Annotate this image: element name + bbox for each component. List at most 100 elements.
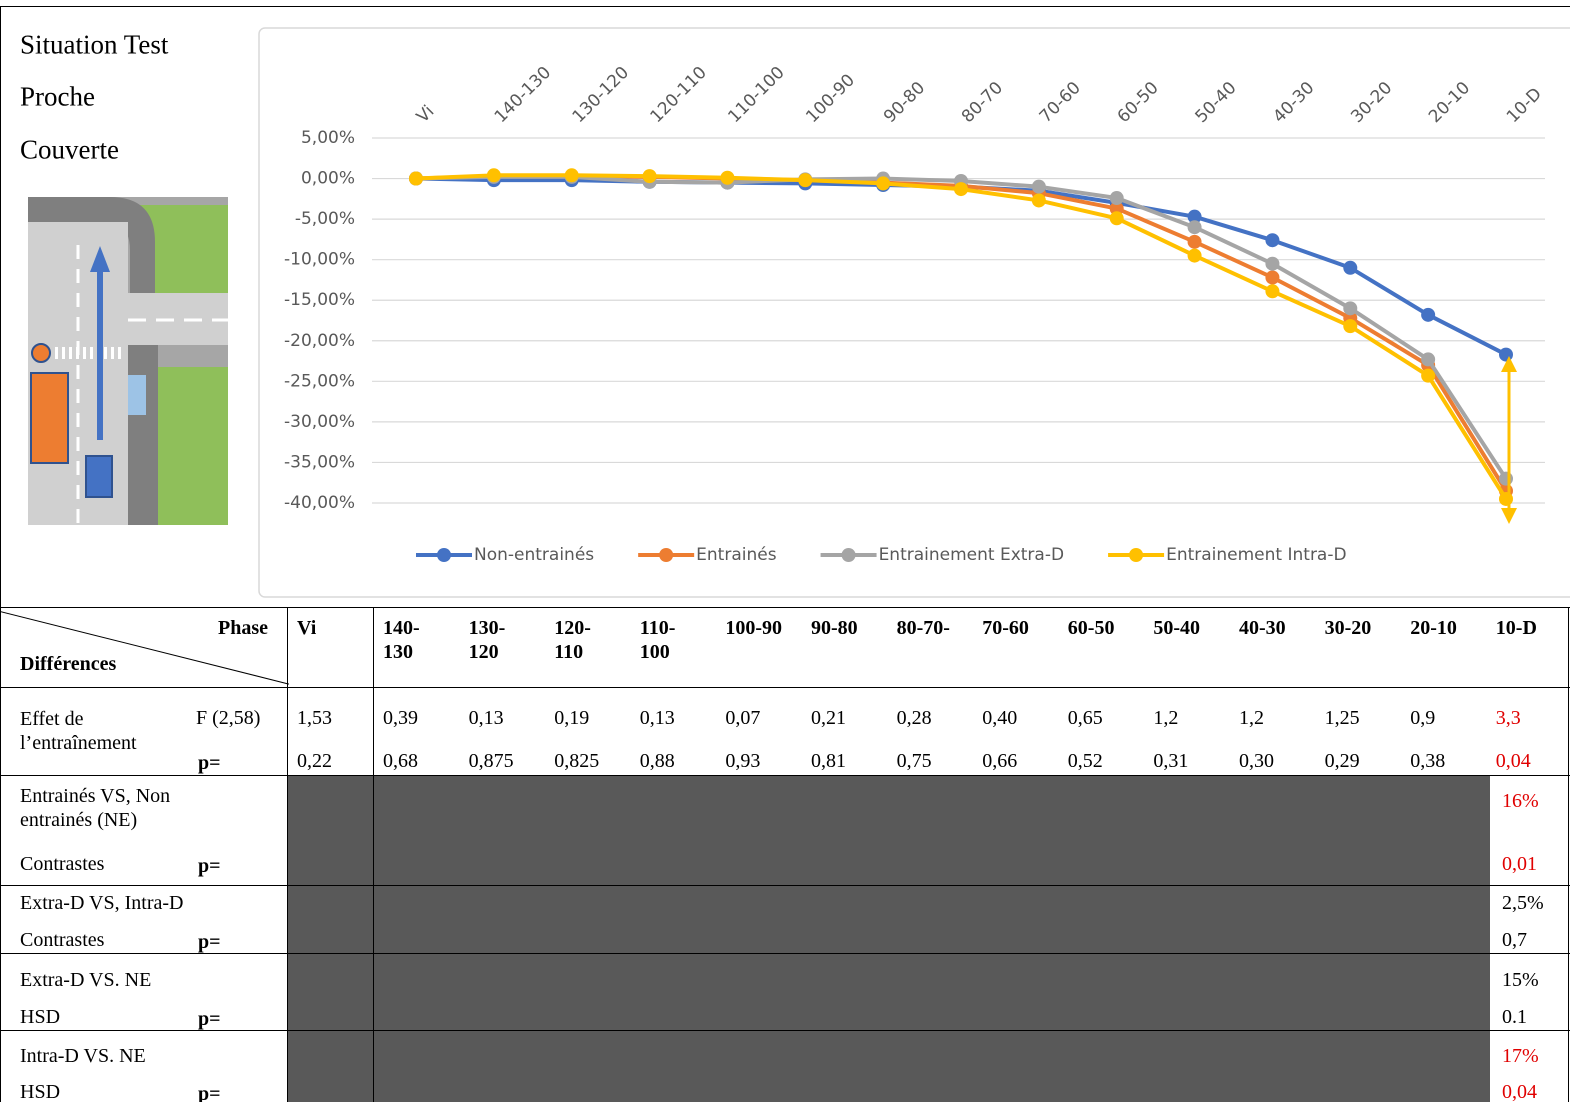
point	[1343, 319, 1358, 334]
point	[642, 169, 657, 184]
comparison-p: 0,04	[1502, 1081, 1537, 1102]
arrow	[90, 246, 110, 272]
row-line	[0, 607, 1570, 608]
y-tick-label: 5,00%	[301, 128, 355, 148]
col-line	[373, 607, 374, 1102]
column-header: 40-30	[1239, 617, 1286, 639]
point	[1187, 209, 1202, 224]
shaded-area	[287, 775, 1490, 1102]
f-value: 3,3	[1495, 707, 1521, 729]
p-value: 0,52	[1067, 750, 1103, 772]
point	[1187, 220, 1202, 235]
column-header: 80-70-	[896, 617, 950, 639]
p-value: 0,88	[639, 750, 675, 772]
column-header: 30-20	[1324, 617, 1372, 639]
point	[564, 168, 579, 183]
col-line	[1568, 607, 1569, 1102]
legend-swatch	[437, 548, 451, 562]
point	[409, 171, 423, 186]
point	[1499, 471, 1513, 486]
f-value: 0,28	[896, 707, 932, 729]
f-value: 0,07	[725, 707, 761, 729]
f-value: 0,65	[1067, 707, 1103, 729]
legend-swatch	[659, 548, 674, 562]
f-value: 0,13	[468, 707, 504, 729]
p-value: 0,93	[725, 750, 761, 772]
chart: 5,00% 0,00% -5,00% -10,00% -15,00% -20,00% -25…	[28, 27, 1570, 598]
p-value: 0,81	[811, 750, 846, 772]
point	[1265, 256, 1280, 271]
p-value: 0,38	[1410, 750, 1446, 772]
comparison-p: 0,7	[1502, 929, 1527, 951]
f-value: 0,40	[982, 707, 1018, 729]
point	[1421, 352, 1436, 367]
point	[1265, 270, 1280, 285]
p-value: 0,66	[982, 750, 1018, 772]
f-value: 1,53	[297, 707, 332, 729]
point	[1187, 248, 1202, 263]
chart-frame	[258, 27, 1570, 598]
column-header: 90-80	[811, 617, 858, 639]
row-line	[0, 687, 1570, 688]
row-line	[0, 953, 1570, 954]
side-title: Proche	[20, 81, 95, 112]
row-label: Effet de l’entraînement	[20, 708, 137, 754]
column-header: 20-10	[1410, 617, 1457, 639]
f-value: 0,21	[811, 707, 846, 729]
point	[1109, 191, 1124, 206]
column-header: 120-110	[554, 617, 591, 663]
car	[128, 375, 146, 415]
point	[1265, 284, 1280, 299]
y-tick-label: -40,00%	[284, 493, 355, 513]
legend-swatch	[1129, 548, 1144, 562]
p-label: p=	[198, 855, 221, 877]
f-value: 0,13	[639, 707, 675, 729]
comparison-p: 0.1	[1502, 1006, 1527, 1028]
row-line	[0, 775, 1570, 776]
legend-label: Non-entrainés	[474, 545, 594, 565]
legend-label: Entrainement Intra-D	[1166, 545, 1347, 565]
comparison-value: 16%	[1502, 790, 1539, 812]
f-value: 0,39	[383, 707, 418, 729]
point	[720, 170, 735, 185]
column-header: 110-100	[639, 617, 676, 663]
point	[486, 168, 501, 183]
y-tick-label: -5,00%	[295, 209, 355, 229]
phase-label: Phase	[218, 617, 268, 639]
column-header: 140-130	[383, 617, 420, 663]
point	[1421, 368, 1436, 383]
point	[1265, 233, 1280, 248]
legend-label: Entrainement Extra-D	[879, 545, 1065, 565]
p-value: 0,68	[383, 750, 418, 772]
y-tick-label: -15,00%	[284, 290, 355, 310]
p-label: p=	[198, 752, 221, 774]
border	[0, 6, 1, 1102]
test-label: Contrastes	[20, 929, 105, 951]
point	[798, 173, 813, 188]
y-tick-label: -30,00%	[284, 412, 355, 432]
row-line	[0, 1030, 1570, 1031]
comparison-value: 17%	[1502, 1045, 1539, 1067]
side-title: Couverte	[20, 134, 119, 165]
point	[1109, 211, 1124, 226]
illustration	[28, 197, 228, 525]
test-label: HSD	[20, 1081, 61, 1102]
row-label: Extra-D VS. NE	[20, 969, 152, 991]
column-header: 10-D	[1495, 617, 1537, 639]
column-header: 70-60	[982, 617, 1029, 639]
side-title: Situation Test	[20, 29, 169, 60]
col-line	[287, 607, 288, 1102]
p-value: 0,875	[468, 750, 514, 772]
grass	[158, 367, 228, 525]
test-label: HSD	[20, 1006, 61, 1028]
p-value: 0,04	[1495, 750, 1531, 772]
y-tick-label: -35,00%	[284, 452, 355, 472]
p-value: 0,825	[554, 750, 600, 772]
f-value: 1,2	[1239, 707, 1264, 729]
arrow	[1501, 508, 1517, 524]
point	[1343, 260, 1358, 275]
point	[1031, 193, 1046, 208]
legend-swatch	[841, 548, 856, 562]
y-tick-label: 0,00%	[301, 169, 355, 189]
